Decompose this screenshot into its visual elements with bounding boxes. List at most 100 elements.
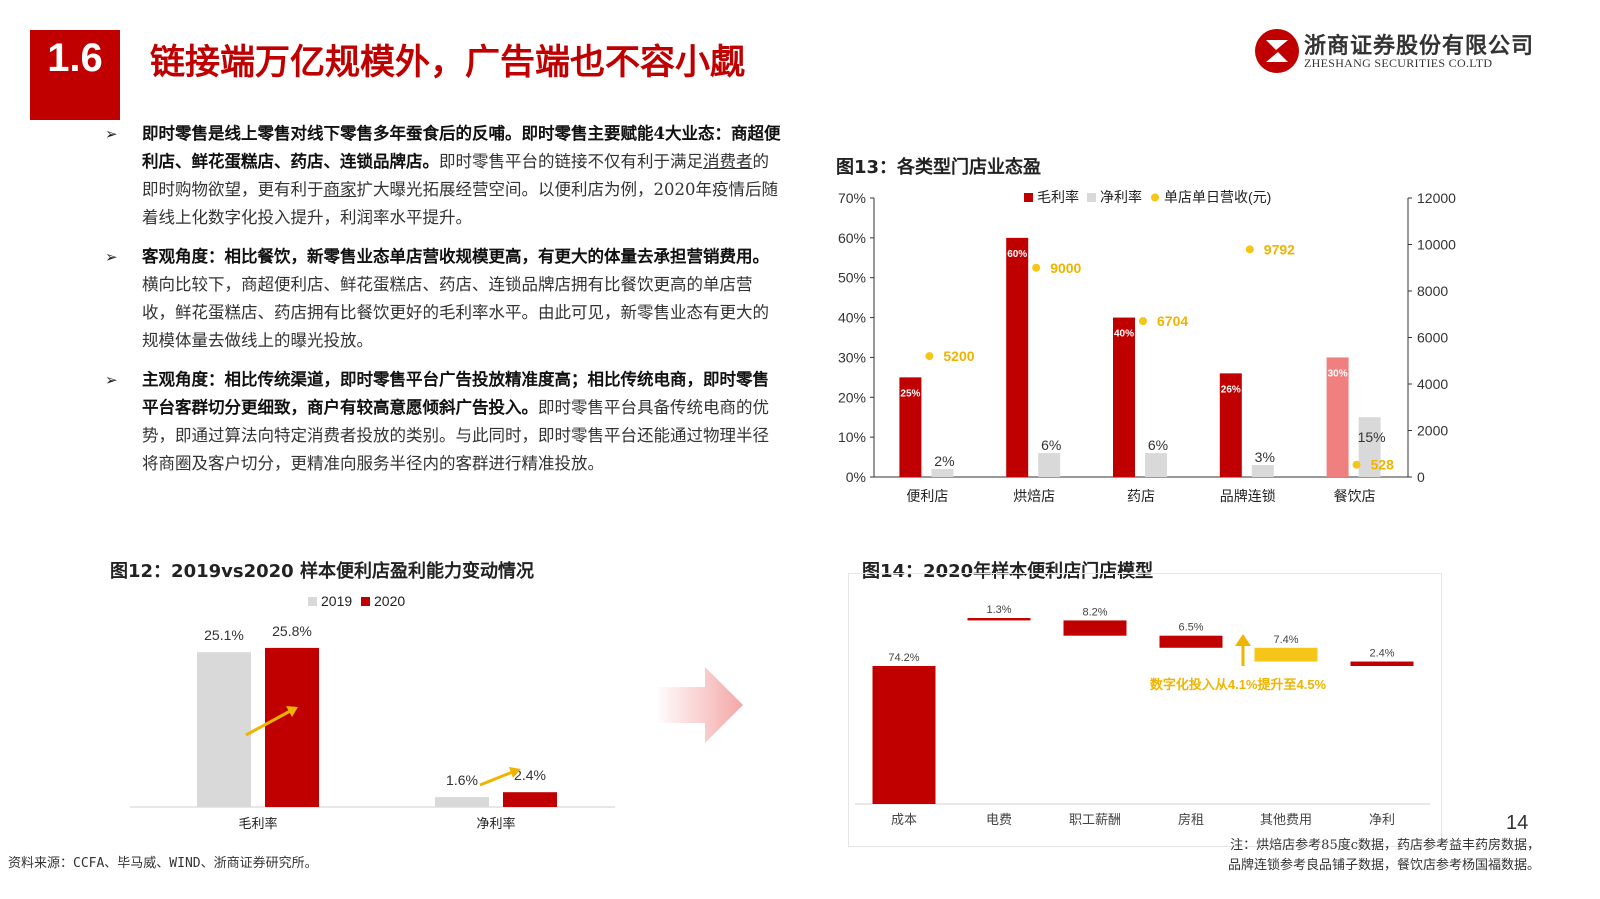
- fig13-left-tick-label: 10%: [838, 429, 866, 445]
- fig14-value-label: 6.5%: [1178, 622, 1203, 634]
- bullet-item-3: ➢ 主观角度：相比传统渠道，即时零售平台广告投放精准度高；相比传统电商，即时零售…: [105, 366, 785, 478]
- brand-logo: [1255, 29, 1299, 73]
- bullet-1-underline-a: 消费者: [703, 152, 753, 171]
- fig13-label-gross-margin: 25%: [900, 388, 920, 399]
- bullet-2-text: 横向比较下，商超便利店、鲜花蛋糕店、药店、连锁品牌店拥有比餐饮更高的单店营收，鲜…: [142, 275, 769, 350]
- fig13-left-tick-label: 20%: [838, 389, 866, 405]
- fig13-category-label: 药店: [1127, 488, 1155, 504]
- fig14-bar: [1350, 661, 1414, 666]
- fig12-legend-2019: 2019: [321, 593, 352, 609]
- fig12-label-2019: 1.6%: [446, 772, 478, 788]
- fig13-category-label: 便利店: [906, 488, 948, 504]
- fig12-legend-swatch-2020: [361, 597, 370, 606]
- fig13-label-gross-margin: 60%: [1007, 249, 1027, 260]
- fig14-category-label: 电费: [986, 812, 1012, 827]
- fig14-annotation: 数字化投入从4.1%提升至4.5%: [1150, 677, 1327, 692]
- fig13-point-revenue: [925, 352, 934, 361]
- fig13-right-tick-label: 8000: [1417, 283, 1448, 299]
- fig13-label-net-margin: 15%: [1358, 429, 1386, 445]
- fig13-bar-gross-margin: [899, 377, 922, 477]
- fig12-legend-2020: 2020: [374, 593, 405, 609]
- fig13-bar-gross-margin: [1326, 357, 1349, 477]
- fig12-category-label: 毛利率: [238, 816, 277, 831]
- fig13-legend-swatch-gross: [1024, 193, 1033, 202]
- fig13-bar-gross-margin: [1219, 373, 1242, 477]
- fig14-title: 图14：2020年样本便利店门店模型: [862, 561, 1154, 582]
- page-title: 链接端万亿规模外，广告端也不容小觑: [150, 43, 746, 83]
- brand-name-cn: 浙商证券股份有限公司: [1304, 34, 1535, 59]
- section-number: 1.6: [47, 36, 103, 80]
- fig13-title: 图13：各类型门店业态盈: [836, 157, 1042, 178]
- fig13-right-tick-label: 12000: [1417, 190, 1456, 206]
- fig13-category-label: 餐饮店: [1334, 488, 1376, 504]
- bullet-arrow-icon: ➢: [105, 125, 118, 143]
- fig13-bar-gross-margin: [1006, 237, 1029, 477]
- fig14-value-label: 74.2%: [888, 652, 919, 664]
- fig13-left-tick-label: 70%: [838, 190, 866, 206]
- fig14-value-label: 1.3%: [986, 604, 1011, 616]
- fig13-bar-net-margin: [1038, 453, 1061, 477]
- footnote-line-2: 品牌连锁参考良品铺子数据，餐饮店参考杨国福数据。: [1227, 858, 1540, 873]
- fig13-label-revenue: 9792: [1264, 241, 1295, 257]
- fig12-bar-2019: [197, 652, 251, 807]
- fig14-value-label: 2.4%: [1369, 648, 1394, 660]
- bullet-arrow-icon: ➢: [105, 371, 118, 389]
- fig13-bar-gross-margin: [1113, 317, 1135, 477]
- fig13-category-label: 烘焙店: [1013, 488, 1055, 504]
- fig13-left-tick-label: 0%: [846, 469, 866, 485]
- fig13-label-net-margin: 6%: [1041, 437, 1061, 453]
- fig13-legend-revenue: 单店单日营收(元): [1164, 189, 1271, 205]
- fig14-frame: [848, 573, 1442, 847]
- fig14-bar: [872, 666, 936, 804]
- fig14-category-label: 其他费用: [1260, 812, 1312, 827]
- fig13-label-revenue: 5200: [943, 348, 974, 364]
- fig14-category-label: 净利: [1369, 812, 1395, 827]
- fig13-label-revenue: 528: [1371, 457, 1395, 473]
- fig13-bar-net-margin: [1145, 453, 1167, 477]
- fig12-trend-arrowhead-net: [509, 767, 521, 778]
- section-number-box: [30, 30, 120, 120]
- fig14-bar: [1063, 620, 1127, 636]
- fig13-label-gross-margin: 40%: [1114, 329, 1134, 340]
- fig12-title: 图12：2019vs2020 样本便利店盈利能力变动情况: [110, 561, 534, 582]
- fig13-bar-net-margin: [931, 469, 954, 477]
- fig14-bar: [1254, 647, 1318, 662]
- fig13-right-tick-label: 10000: [1417, 237, 1456, 253]
- fig14-category-label: 职工薪酬: [1069, 812, 1121, 827]
- fig13-left-tick-label: 60%: [838, 230, 866, 246]
- fig12-trend-arrow-gross: [245, 708, 293, 737]
- bullet-arrow-icon: ➢: [105, 248, 118, 266]
- fig13-legend-swatch-revenue: [1151, 193, 1159, 202]
- fig13-label-net-margin: 6%: [1148, 437, 1168, 453]
- fig12-chart: 25.1% 25.8% 毛利率 1.6% 2.4% 净利率 2019 2020: [130, 593, 615, 831]
- bullet-2-bold: 客观角度：相比餐饮，新零售业态单店营收规模更高，有更大的体量去承担营销费用。: [142, 247, 769, 266]
- fig13-right-tick-label: 6000: [1417, 330, 1448, 346]
- bullet-1-text-c: 扩大曝光拓展经营空间。以便利店为例，2020年疫情后随着线上化数字化投入提升，利…: [142, 180, 778, 227]
- fig12-bar-2020: [503, 792, 557, 807]
- bullet-list: ➢ 即时零售是线上零售对线下零售多年蚕食后的反哺。即时零售主要赋能4大业态：商超…: [105, 120, 785, 489]
- fig12-trend-arrowhead-gross: [286, 706, 298, 717]
- fig14-category-label: 成本: [891, 812, 917, 827]
- fig12-category-label: 净利率: [476, 816, 515, 831]
- right-arrow-icon: [655, 667, 743, 743]
- source-note: 资料来源：CCFA、毕马威、WIND、浙商证券研究所。: [8, 856, 318, 871]
- fig12-legend-swatch-2019: [308, 597, 317, 606]
- fig14-category-label: 房租: [1178, 812, 1204, 827]
- bullet-1-bold: 即时零售是线上零售对线下零售多年蚕食后的反哺。即时零售主要赋能4大业态：商超便利…: [142, 124, 781, 171]
- fig13-chart: 0% 10% 20% 30% 40% 50% 60% 70% 0 2000 4000 6000 8000…: [838, 189, 1456, 504]
- fig13-category-label: 品牌连锁: [1220, 488, 1276, 504]
- page-number: 14: [1506, 812, 1529, 834]
- fig12-trend-arrow-net: [479, 769, 516, 787]
- bullet-item-2: ➢ 客观角度：相比餐饮，新零售业态单店营收规模更高，有更大的体量去承担营销费用。…: [105, 243, 785, 355]
- fig14-bar: [1159, 635, 1223, 648]
- fig13-label-net-margin: 3%: [1255, 449, 1275, 465]
- bullet-3-bold: 主观角度：相比传统渠道，即时零售平台广告投放精准度高；相比传统电商，即时零售平台…: [142, 370, 769, 417]
- fig12-label-2020: 2.4%: [514, 767, 546, 783]
- fig13-left-tick-label: 50%: [838, 270, 866, 286]
- brand-name-en: ZHESHANG SECURITIES CO.LTD: [1304, 56, 1493, 70]
- fig13-label-gross-margin: 26%: [1221, 384, 1241, 395]
- bullet-3-text: 即时零售平台具备传统电商的优势，即通过算法向特定消费者投放的类别。与此同时，即时…: [142, 398, 769, 473]
- fig13-point-revenue: [1139, 317, 1147, 326]
- fig14-chart: 74.2% 成本 1.3% 电费 8.2% 职工薪酬 6.5% 房租 7.4% 其他费用 2.4% 净…: [855, 604, 1430, 827]
- fig13-label-revenue: 6704: [1157, 313, 1188, 329]
